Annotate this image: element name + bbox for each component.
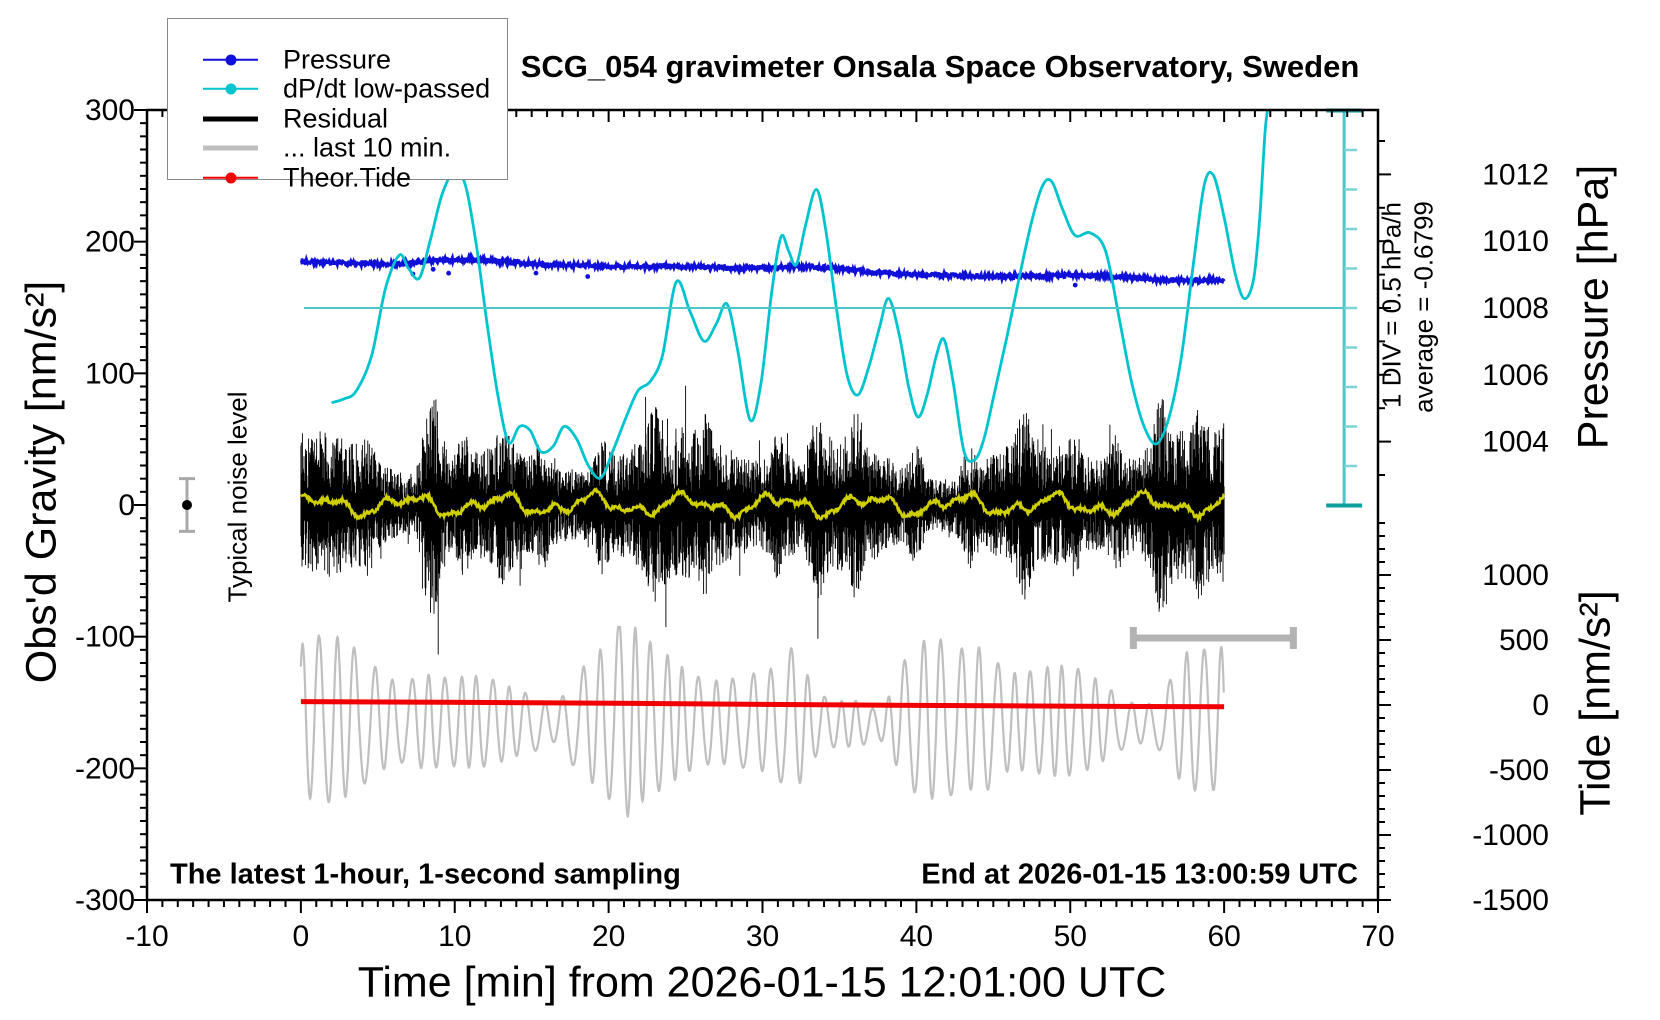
theor-tide-series bbox=[300, 699, 1225, 710]
last10-interval-bar bbox=[1129, 626, 1297, 649]
tide-tick-label: 500 bbox=[1499, 624, 1549, 657]
gravity-tick-label: -200 bbox=[75, 752, 135, 785]
gravity-tick-label: 0 bbox=[118, 489, 135, 522]
x-axis-tick-label: 40 bbox=[900, 920, 933, 953]
x-axis-tick-label: 20 bbox=[592, 920, 625, 953]
x-axis-tick-label: 30 bbox=[746, 920, 779, 953]
axis-tick-labels: -10 0 10 20 30 40 50 60 703002001000-100-200-300… bbox=[75, 94, 1549, 953]
tide-tick-label: -500 bbox=[1489, 754, 1549, 787]
residual-series bbox=[300, 385, 1225, 655]
noise-marker-dot bbox=[182, 500, 193, 510]
tide-tick-label: -1000 bbox=[1472, 819, 1549, 852]
axis-ticks bbox=[134, 108, 1391, 913]
tide-tick-label: -1500 bbox=[1472, 884, 1549, 917]
pressure-outlier-dot bbox=[1072, 282, 1078, 288]
pressure-tick-label: 1006 bbox=[1482, 359, 1549, 392]
pressure-tick-label: 1004 bbox=[1482, 426, 1549, 459]
pressure-tick-label: 1010 bbox=[1482, 225, 1549, 258]
x-axis-tick-label: 50 bbox=[1054, 920, 1087, 953]
pressure-outlier-dot bbox=[430, 266, 436, 272]
x-axis-tick-label: 70 bbox=[1361, 920, 1394, 953]
pressure-outlier-dot bbox=[585, 274, 591, 279]
gravity-tick-label: -100 bbox=[75, 621, 135, 654]
last10-min-series bbox=[299, 625, 1225, 819]
pressure-tick-label: 1012 bbox=[1482, 158, 1549, 191]
pressure-series bbox=[299, 250, 1226, 289]
pressure-outlier-dot bbox=[446, 270, 451, 276]
dpdt-series bbox=[331, 110, 1269, 480]
pressure-tick-label: 1008 bbox=[1482, 292, 1549, 325]
x-axis-tick-label: 0 bbox=[293, 920, 310, 953]
pressure-outlier-dot bbox=[533, 270, 539, 276]
tide-tick-label: 0 bbox=[1532, 689, 1549, 722]
noise-level-marker bbox=[179, 477, 196, 533]
tide-tick-label: 1000 bbox=[1482, 559, 1549, 592]
gravity-tick-label: 100 bbox=[85, 357, 135, 390]
gravity-tick-label: -300 bbox=[75, 884, 135, 917]
gravity-tick-label: 200 bbox=[85, 226, 135, 259]
gravity-tick-label: 300 bbox=[85, 94, 135, 127]
x-axis-tick-label: 10 bbox=[438, 920, 471, 953]
x-axis-tick-label: -10 bbox=[125, 920, 168, 953]
x-axis-tick-label: 60 bbox=[1207, 920, 1240, 953]
plot-area bbox=[299, 110, 1269, 819]
residual-lowpass-series bbox=[300, 487, 1226, 523]
